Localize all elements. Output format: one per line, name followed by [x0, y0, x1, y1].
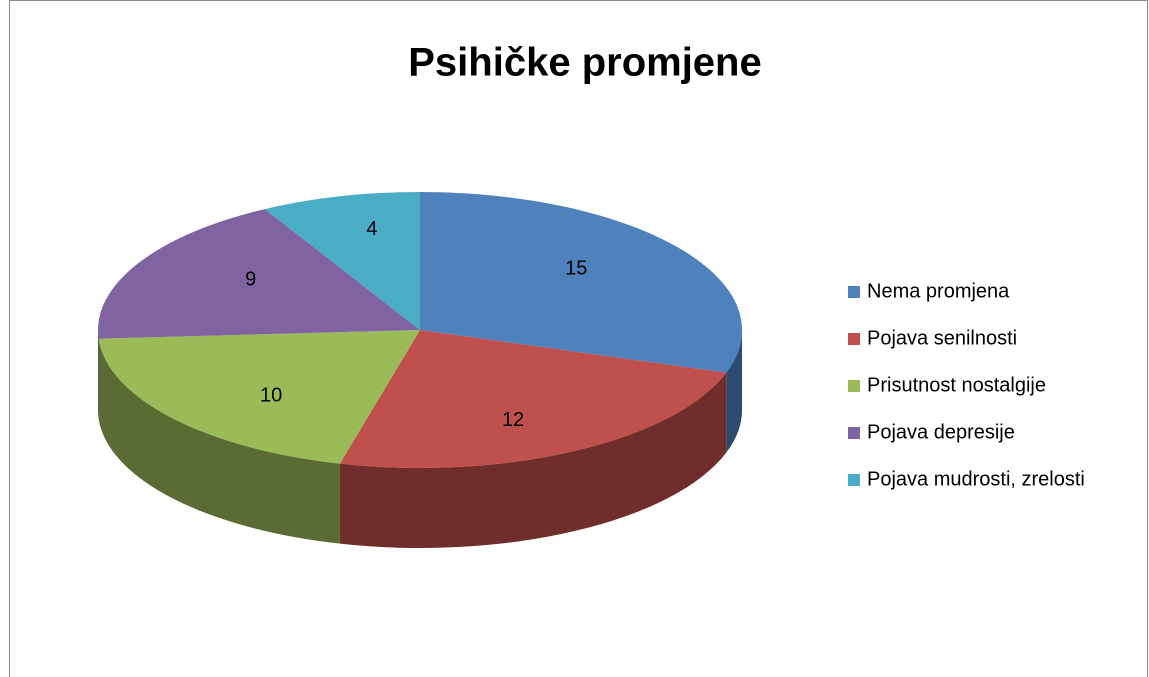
slice-side-shade [98, 338, 340, 544]
data-label: 4 [366, 218, 377, 240]
chart-title: Psihičke promjene [408, 41, 761, 85]
slice-side [726, 330, 742, 453]
slice-side [339, 372, 727, 548]
data-label: 10 [260, 384, 282, 406]
slice [97, 209, 420, 339]
slice [339, 330, 727, 468]
slice [98, 330, 421, 464]
legend-label: Pojava depresije [867, 421, 1015, 443]
legend-label: Nema promjena [867, 280, 1010, 302]
legend-swatch [848, 286, 860, 298]
legend-swatch [848, 474, 860, 486]
legend-label: Prisutnost nostalgije [867, 374, 1046, 396]
data-label: 12 [502, 409, 524, 431]
slice-side-shade [726, 330, 742, 453]
slice-side-shade [339, 372, 727, 548]
slice-side-shade [98, 330, 99, 419]
slice-side [98, 338, 340, 544]
legend-swatch [848, 427, 860, 439]
slice [264, 192, 420, 330]
data-label: 15 [565, 257, 587, 279]
legend-label: Pojava senilnosti [867, 327, 1017, 349]
slice [420, 192, 742, 373]
legend-swatch [848, 380, 860, 392]
legend-label: Pojava mudrosti, zrelosti [867, 468, 1085, 490]
legend-swatch [848, 333, 860, 345]
slice-side [98, 330, 99, 419]
data-label: 9 [245, 268, 256, 290]
